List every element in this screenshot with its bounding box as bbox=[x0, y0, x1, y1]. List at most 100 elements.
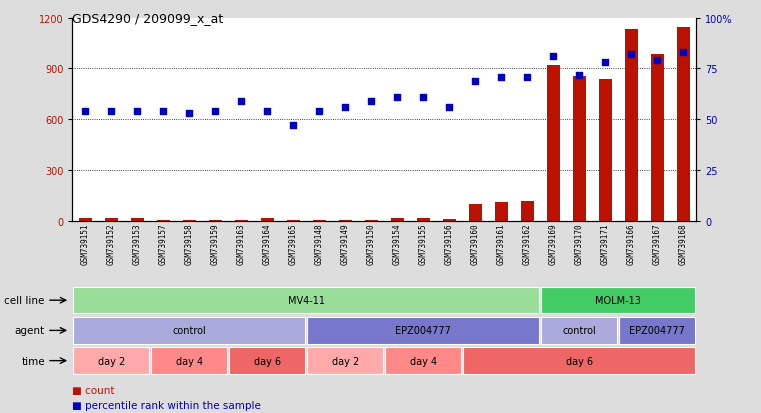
Bar bbox=[417, 218, 430, 221]
Point bbox=[131, 109, 143, 115]
Text: day 4: day 4 bbox=[176, 356, 203, 366]
Bar bbox=[677, 28, 689, 221]
Bar bbox=[307, 347, 384, 374]
Bar bbox=[599, 79, 612, 221]
Bar bbox=[307, 317, 540, 344]
Bar bbox=[131, 218, 144, 221]
Point bbox=[365, 98, 377, 105]
Point bbox=[235, 98, 247, 105]
Point bbox=[209, 109, 221, 115]
Bar bbox=[287, 220, 300, 221]
Point bbox=[599, 60, 611, 66]
Text: GSM739170: GSM739170 bbox=[575, 223, 584, 265]
Text: MV4-11: MV4-11 bbox=[288, 295, 325, 306]
Text: GSM739159: GSM739159 bbox=[211, 223, 220, 265]
Bar bbox=[183, 220, 196, 221]
Bar bbox=[573, 77, 586, 221]
Text: GSM739157: GSM739157 bbox=[159, 223, 167, 265]
Bar bbox=[73, 317, 305, 344]
Text: ■ count: ■ count bbox=[72, 385, 115, 395]
Text: GSM739164: GSM739164 bbox=[263, 223, 272, 265]
Point bbox=[651, 58, 664, 64]
Text: EPZ004777: EPZ004777 bbox=[396, 325, 451, 336]
Point bbox=[677, 50, 689, 56]
Point bbox=[626, 52, 638, 58]
Bar bbox=[339, 220, 352, 221]
Bar bbox=[521, 202, 533, 221]
Point bbox=[547, 54, 559, 60]
Text: GSM739155: GSM739155 bbox=[419, 223, 428, 265]
Bar bbox=[391, 218, 404, 221]
Text: GSM739161: GSM739161 bbox=[497, 223, 506, 265]
Bar bbox=[385, 347, 461, 374]
Text: day 6: day 6 bbox=[253, 356, 281, 366]
Bar bbox=[365, 220, 377, 221]
Text: day 4: day 4 bbox=[409, 356, 437, 366]
Bar bbox=[151, 347, 228, 374]
Point bbox=[470, 78, 482, 85]
Bar bbox=[209, 220, 221, 221]
Text: GSM739171: GSM739171 bbox=[601, 223, 610, 265]
Text: control: control bbox=[562, 325, 596, 336]
Text: GSM739149: GSM739149 bbox=[341, 223, 350, 265]
Point bbox=[443, 104, 455, 111]
Bar bbox=[73, 347, 149, 374]
Text: GSM739165: GSM739165 bbox=[289, 223, 298, 265]
Bar bbox=[229, 347, 305, 374]
Text: day 2: day 2 bbox=[97, 356, 125, 366]
Text: GSM739163: GSM739163 bbox=[237, 223, 246, 265]
Point bbox=[79, 109, 91, 115]
Bar bbox=[157, 220, 170, 221]
Bar bbox=[313, 220, 326, 221]
Point bbox=[521, 74, 533, 81]
Point bbox=[183, 111, 196, 117]
Bar bbox=[651, 55, 664, 221]
Text: day 6: day 6 bbox=[565, 356, 593, 366]
Bar bbox=[469, 204, 482, 221]
Text: GSM739160: GSM739160 bbox=[471, 223, 479, 265]
Text: day 2: day 2 bbox=[332, 356, 359, 366]
Point bbox=[417, 94, 429, 101]
Text: ■ percentile rank within the sample: ■ percentile rank within the sample bbox=[72, 400, 261, 410]
Text: GSM739168: GSM739168 bbox=[679, 223, 688, 265]
Point bbox=[158, 109, 170, 115]
Text: GSM739162: GSM739162 bbox=[523, 223, 532, 265]
Text: GSM739158: GSM739158 bbox=[185, 223, 194, 265]
Bar bbox=[619, 317, 696, 344]
Text: GSM739148: GSM739148 bbox=[315, 223, 323, 265]
Point bbox=[261, 109, 273, 115]
Text: MOLM-13: MOLM-13 bbox=[595, 295, 642, 306]
Bar bbox=[541, 287, 696, 314]
Bar bbox=[625, 31, 638, 221]
Bar bbox=[105, 219, 118, 221]
Text: GSM739151: GSM739151 bbox=[81, 223, 90, 265]
Bar bbox=[443, 219, 456, 221]
Text: EPZ004777: EPZ004777 bbox=[629, 325, 685, 336]
Text: agent: agent bbox=[14, 325, 45, 336]
Point bbox=[105, 109, 117, 115]
Text: GSM739154: GSM739154 bbox=[393, 223, 402, 265]
Point bbox=[573, 72, 585, 78]
Text: GSM739152: GSM739152 bbox=[107, 223, 116, 265]
Text: cell line: cell line bbox=[5, 295, 45, 306]
Text: GSM739156: GSM739156 bbox=[445, 223, 454, 265]
Bar bbox=[79, 218, 92, 221]
Point bbox=[287, 123, 299, 129]
Point bbox=[314, 109, 326, 115]
Text: time: time bbox=[21, 356, 45, 366]
Text: GSM739167: GSM739167 bbox=[653, 223, 662, 265]
Bar bbox=[73, 287, 540, 314]
Bar bbox=[463, 347, 696, 374]
Point bbox=[495, 74, 508, 81]
Text: GSM739166: GSM739166 bbox=[627, 223, 635, 265]
Text: GSM739169: GSM739169 bbox=[549, 223, 558, 265]
Text: GDS4290 / 209099_x_at: GDS4290 / 209099_x_at bbox=[72, 12, 224, 25]
Text: GSM739153: GSM739153 bbox=[133, 223, 142, 265]
Bar bbox=[261, 218, 274, 221]
Bar bbox=[235, 220, 248, 221]
Bar bbox=[495, 203, 508, 221]
Bar bbox=[547, 66, 560, 221]
Bar bbox=[541, 317, 617, 344]
Text: control: control bbox=[173, 325, 206, 336]
Text: GSM739150: GSM739150 bbox=[367, 223, 376, 265]
